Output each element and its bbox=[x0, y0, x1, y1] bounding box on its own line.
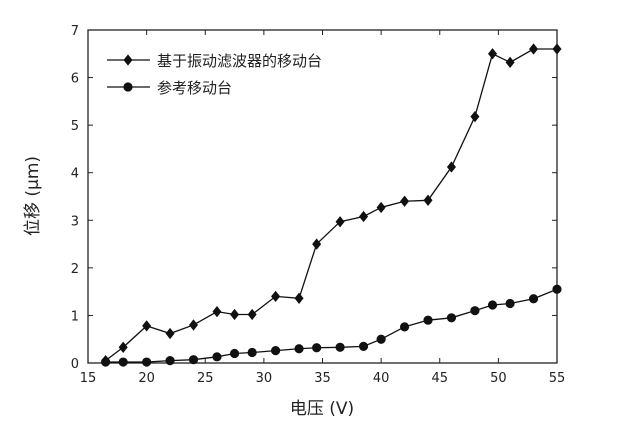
circle-point bbox=[100, 357, 111, 367]
x-tick-label: 50 bbox=[490, 371, 507, 386]
circle-point bbox=[188, 355, 199, 365]
x-tick-label: 45 bbox=[431, 371, 448, 386]
diamond-point bbox=[312, 238, 322, 250]
x-tick-label: 35 bbox=[314, 371, 331, 386]
y-tick-label: 3 bbox=[71, 214, 79, 229]
diamond-point bbox=[400, 195, 410, 207]
diamond-point bbox=[294, 292, 304, 304]
series-2 bbox=[100, 284, 562, 367]
circle-point bbox=[294, 344, 304, 354]
y-tick-label: 7 bbox=[71, 24, 79, 39]
diamond-point bbox=[529, 43, 539, 55]
diamond-point bbox=[118, 341, 128, 353]
y-tick-label: 6 bbox=[71, 72, 79, 87]
legend-entry: 参考移动台 bbox=[107, 79, 232, 97]
series-line bbox=[105, 288, 558, 363]
circle-point bbox=[118, 357, 128, 367]
diamond-point bbox=[423, 194, 433, 206]
circle-point bbox=[505, 298, 515, 309]
y-tick-label: 2 bbox=[71, 262, 79, 277]
diamond-point bbox=[488, 48, 498, 60]
y-tick-label: 5 bbox=[71, 119, 79, 134]
series-line bbox=[105, 48, 557, 362]
diamond-point bbox=[189, 319, 199, 331]
diamond-point bbox=[271, 290, 281, 303]
y-tick-label: 1 bbox=[71, 309, 79, 324]
legend-entry: 基于振动滤波器的移动台 bbox=[107, 52, 322, 70]
circle-point bbox=[212, 352, 222, 362]
x-tick-label: 25 bbox=[197, 371, 214, 386]
y-axis-title: 位移 (μm) bbox=[23, 156, 43, 236]
circle-point bbox=[528, 294, 539, 304]
diamond-point bbox=[505, 56, 515, 68]
x-tick-label: 55 bbox=[549, 371, 566, 386]
x-tick-label: 30 bbox=[256, 371, 273, 386]
diamond-point bbox=[446, 161, 456, 173]
circle-point bbox=[552, 284, 562, 294]
circle-point bbox=[446, 313, 457, 323]
x-tick-label: 40 bbox=[373, 371, 390, 386]
circle-point bbox=[312, 343, 322, 353]
diamond-point bbox=[359, 210, 369, 223]
diamond-point bbox=[247, 308, 257, 321]
diamond-point bbox=[142, 320, 152, 332]
circle-point bbox=[247, 347, 257, 358]
legend-marker bbox=[123, 54, 133, 66]
legend-marker bbox=[123, 82, 133, 92]
circle-point bbox=[270, 346, 281, 356]
legend-label: 参考移动台 bbox=[157, 79, 232, 97]
circle-point bbox=[142, 357, 152, 367]
x-tick-label: 15 bbox=[80, 371, 97, 386]
diamond-point bbox=[212, 305, 222, 318]
x-tick-label: 20 bbox=[138, 371, 155, 386]
legend-label: 基于振动滤波器的移动台 bbox=[157, 52, 322, 70]
circle-point bbox=[165, 356, 175, 366]
diamond-point bbox=[165, 327, 175, 340]
diamond-point bbox=[470, 110, 480, 123]
circle-point bbox=[358, 341, 369, 351]
circle-point bbox=[399, 322, 410, 332]
diamond-point bbox=[230, 308, 240, 321]
diamond-point bbox=[376, 201, 386, 214]
x-axis-title: 电压 (V) bbox=[290, 399, 354, 419]
circle-point bbox=[487, 300, 498, 310]
y-tick-label: 0 bbox=[71, 357, 79, 372]
circle-point bbox=[335, 342, 345, 352]
diamond-point bbox=[552, 43, 562, 55]
circle-point bbox=[229, 348, 240, 359]
diamond-point bbox=[335, 216, 345, 228]
circle-point bbox=[423, 315, 433, 325]
circle-point bbox=[470, 306, 480, 316]
circle-point bbox=[376, 334, 386, 344]
y-tick-label: 4 bbox=[71, 167, 79, 182]
